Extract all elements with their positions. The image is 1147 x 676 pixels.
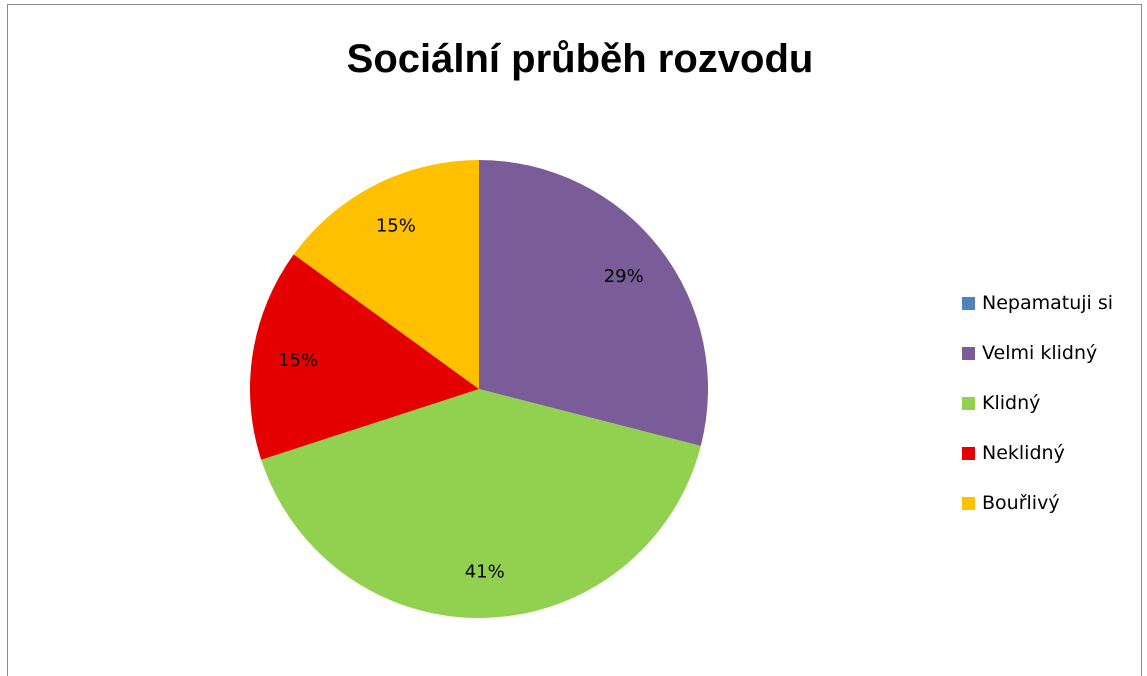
pie-slice xyxy=(479,160,708,446)
legend-item: Bouřlivý xyxy=(962,478,1113,528)
legend-swatch xyxy=(962,346,975,360)
chart-legend: Nepamatuji si Velmi klidný Klidný Neklidný B… xyxy=(962,278,1113,528)
legend-label: Klidný xyxy=(982,392,1041,414)
legend-swatch xyxy=(962,446,975,460)
legend-item: Nepamatuji si xyxy=(962,278,1113,328)
chart-frame xyxy=(7,4,1142,676)
legend-swatch xyxy=(962,396,975,410)
legend-label: Velmi klidný xyxy=(982,342,1098,364)
chart-title: Sociální průběh rozvodu xyxy=(346,37,814,81)
legend-label: Nepamatuji si xyxy=(982,292,1114,314)
legend-swatch xyxy=(962,496,975,510)
pie-slice xyxy=(293,160,479,389)
pie-slice xyxy=(250,254,479,460)
legend-swatch xyxy=(962,296,975,310)
legend-label: Bouřlivý xyxy=(982,492,1060,514)
slice-data-label: 15% xyxy=(278,350,318,371)
slice-data-label: 29% xyxy=(604,266,644,287)
slice-data-label: 15% xyxy=(376,215,416,236)
pie-slice xyxy=(261,389,701,618)
slice-data-label: 41% xyxy=(465,562,505,583)
legend-item: Klidný xyxy=(962,378,1113,428)
pie-data-labels: 29% 41% 15% 15% xyxy=(278,215,644,582)
legend-item: Neklidný xyxy=(962,428,1113,478)
pie-slices xyxy=(250,160,708,618)
legend-item: Velmi klidný xyxy=(962,328,1113,378)
legend-label: Neklidný xyxy=(982,442,1065,464)
